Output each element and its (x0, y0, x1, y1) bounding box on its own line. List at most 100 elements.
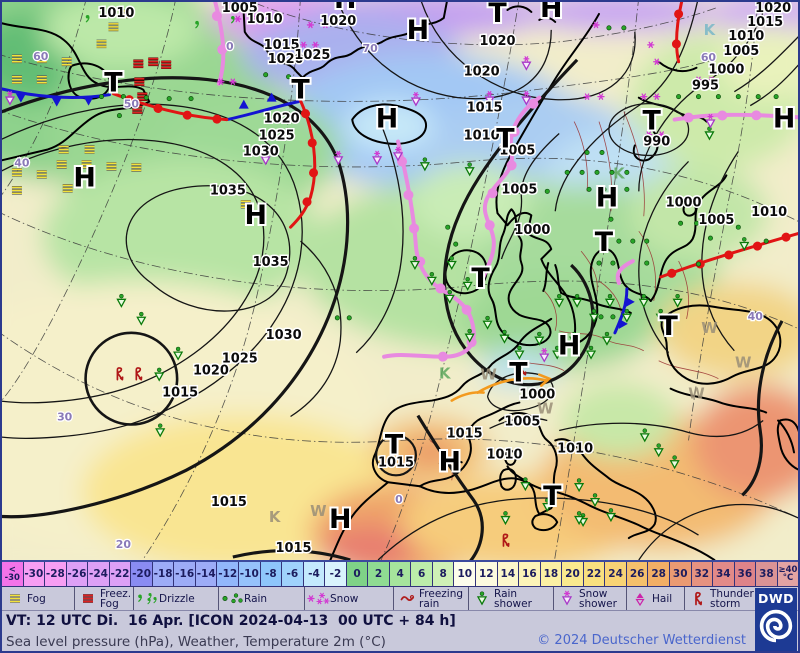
pressure-label: 1015 (162, 386, 198, 401)
pressure-label: 1010 (98, 6, 134, 21)
scale-cell: 20 (562, 562, 584, 586)
scale-cell: 0 (346, 562, 369, 586)
scale-cell: -6 (282, 562, 304, 586)
rain-symbol (696, 94, 701, 100)
ffog-symbol (159, 60, 173, 70)
legend-item-shower: Rain shower (469, 587, 554, 610)
weather-symbol-legend: Fog Freez. Fog Drizzle Rain Snow Freezing rain R… (2, 587, 798, 611)
legend-item-ffog: Freez. Fog (75, 587, 134, 610)
scale-cell: 8 (432, 562, 455, 586)
pressure-label: 1025 (259, 128, 295, 143)
rain-symbol (166, 96, 172, 102)
rain-symbol (579, 169, 585, 175)
pressure-center-letter: T (291, 75, 310, 106)
airmass-letter: K (269, 508, 282, 526)
rain-symbol (696, 261, 701, 267)
pressure-label: 1010 (486, 447, 522, 462)
graticule-label: 50 (124, 98, 140, 111)
pressure-center-letter: T (496, 123, 515, 154)
scale-cell: 16 (519, 562, 541, 586)
thunder-icon (686, 589, 710, 608)
pressure-label: 1010 (464, 128, 500, 143)
airmass-letter: W (701, 319, 717, 337)
pressure-label: 1000 (514, 223, 550, 238)
scale-cell: 32 (691, 562, 714, 586)
fog-symbol (35, 75, 49, 85)
rain-symbol (346, 315, 352, 321)
pressure-label: 1035 (210, 183, 246, 198)
scale-cell: -20 (131, 562, 153, 586)
fog-symbol (107, 22, 120, 32)
rain-symbol (263, 72, 269, 78)
scale-cell: 28 (648, 562, 670, 586)
fog-symbol (60, 57, 73, 67)
graticule-label: 40 (748, 310, 764, 323)
legend-item-fog: Fog (2, 587, 75, 610)
legend-item-hail: Hail (627, 587, 685, 610)
pressure-center-letter: T (488, 2, 507, 29)
rain-symbol (334, 315, 340, 321)
scale-cell: 22 (583, 562, 606, 586)
chart-description: Sea level pressure (hPa), Weather, Tempe… (6, 633, 386, 650)
rain-symbol (755, 94, 761, 100)
dwd-logo: DWD (755, 588, 797, 651)
dwd-spiral-icon (759, 609, 793, 643)
fog-symbol (83, 145, 96, 154)
pressure-center-letter: H (439, 446, 461, 477)
pressure-center-letter: H (73, 162, 95, 193)
graticule-label: 30 (57, 410, 73, 423)
pressure-label: 1010 (751, 205, 787, 220)
legend-item-frain: Freezing rain (394, 587, 469, 610)
rain-symbol (453, 241, 459, 247)
pressure-label: 1010 (728, 29, 764, 44)
pressure-label: 1015 (447, 426, 483, 441)
pressure-center-letter: H (244, 200, 266, 231)
convergence-line (450, 373, 552, 402)
airmass-letter: W (537, 400, 553, 418)
airmass-letter: W (688, 385, 704, 403)
scale-cell: -30 (23, 562, 46, 586)
sshower-icon (555, 589, 579, 608)
fog-symbol (95, 39, 108, 49)
fog-symbol (35, 170, 49, 179)
fog-symbol (10, 54, 24, 64)
info-panel: < -30 -30 -28 -26 -24 -22 -20 -18 -16 -14 -12 -10 -8-… (2, 560, 798, 651)
scale-cell: 18 (540, 562, 563, 586)
legend-label: Drizzle (159, 592, 195, 605)
rain-symbol (599, 149, 605, 155)
pressure-label: 1020 (268, 52, 304, 67)
pressure-label: 1025 (222, 352, 258, 367)
rain-symbol (116, 113, 122, 119)
airmass-letter: K (704, 21, 717, 39)
rain-symbol (676, 94, 682, 100)
rain-symbol (707, 235, 713, 241)
rain-symbol (610, 314, 616, 320)
fog-symbol (10, 168, 24, 177)
pressure-label: 1030 (266, 328, 302, 343)
pressure-center-letter: T (471, 263, 490, 294)
fog-symbol (10, 186, 24, 195)
rain-symbol (624, 169, 630, 175)
airmass-letter: W (310, 502, 326, 520)
valid-time-line: VT: 12 UTC Di. 16 Apr. [ICON 2024-04-13 … (6, 613, 456, 629)
scale-cell: 24 (605, 562, 627, 586)
pressure-label: 1010 (247, 12, 283, 27)
fronts (2, 2, 798, 402)
pressure-center-letter: H (540, 2, 562, 24)
pressure-center-letter: T (543, 481, 562, 512)
airmass-letter: W (480, 366, 496, 384)
legend-label: Snow shower (579, 587, 617, 610)
scale-cell: 14 (497, 562, 520, 586)
pressure-label: 1005 (501, 182, 537, 197)
ffog-icon (76, 589, 100, 608)
scale-cell: -10 (239, 562, 261, 586)
pressure-label: 1035 (253, 255, 289, 270)
scale-cell: 30 (669, 562, 692, 586)
rain-symbol (610, 260, 616, 266)
pressure-label: 1015 (264, 38, 300, 53)
pressure-label: 1015 (276, 541, 312, 556)
pressure-center-letter: H (773, 104, 795, 135)
rain-symbol (99, 94, 104, 100)
pressure-label: 1030 (243, 144, 279, 159)
